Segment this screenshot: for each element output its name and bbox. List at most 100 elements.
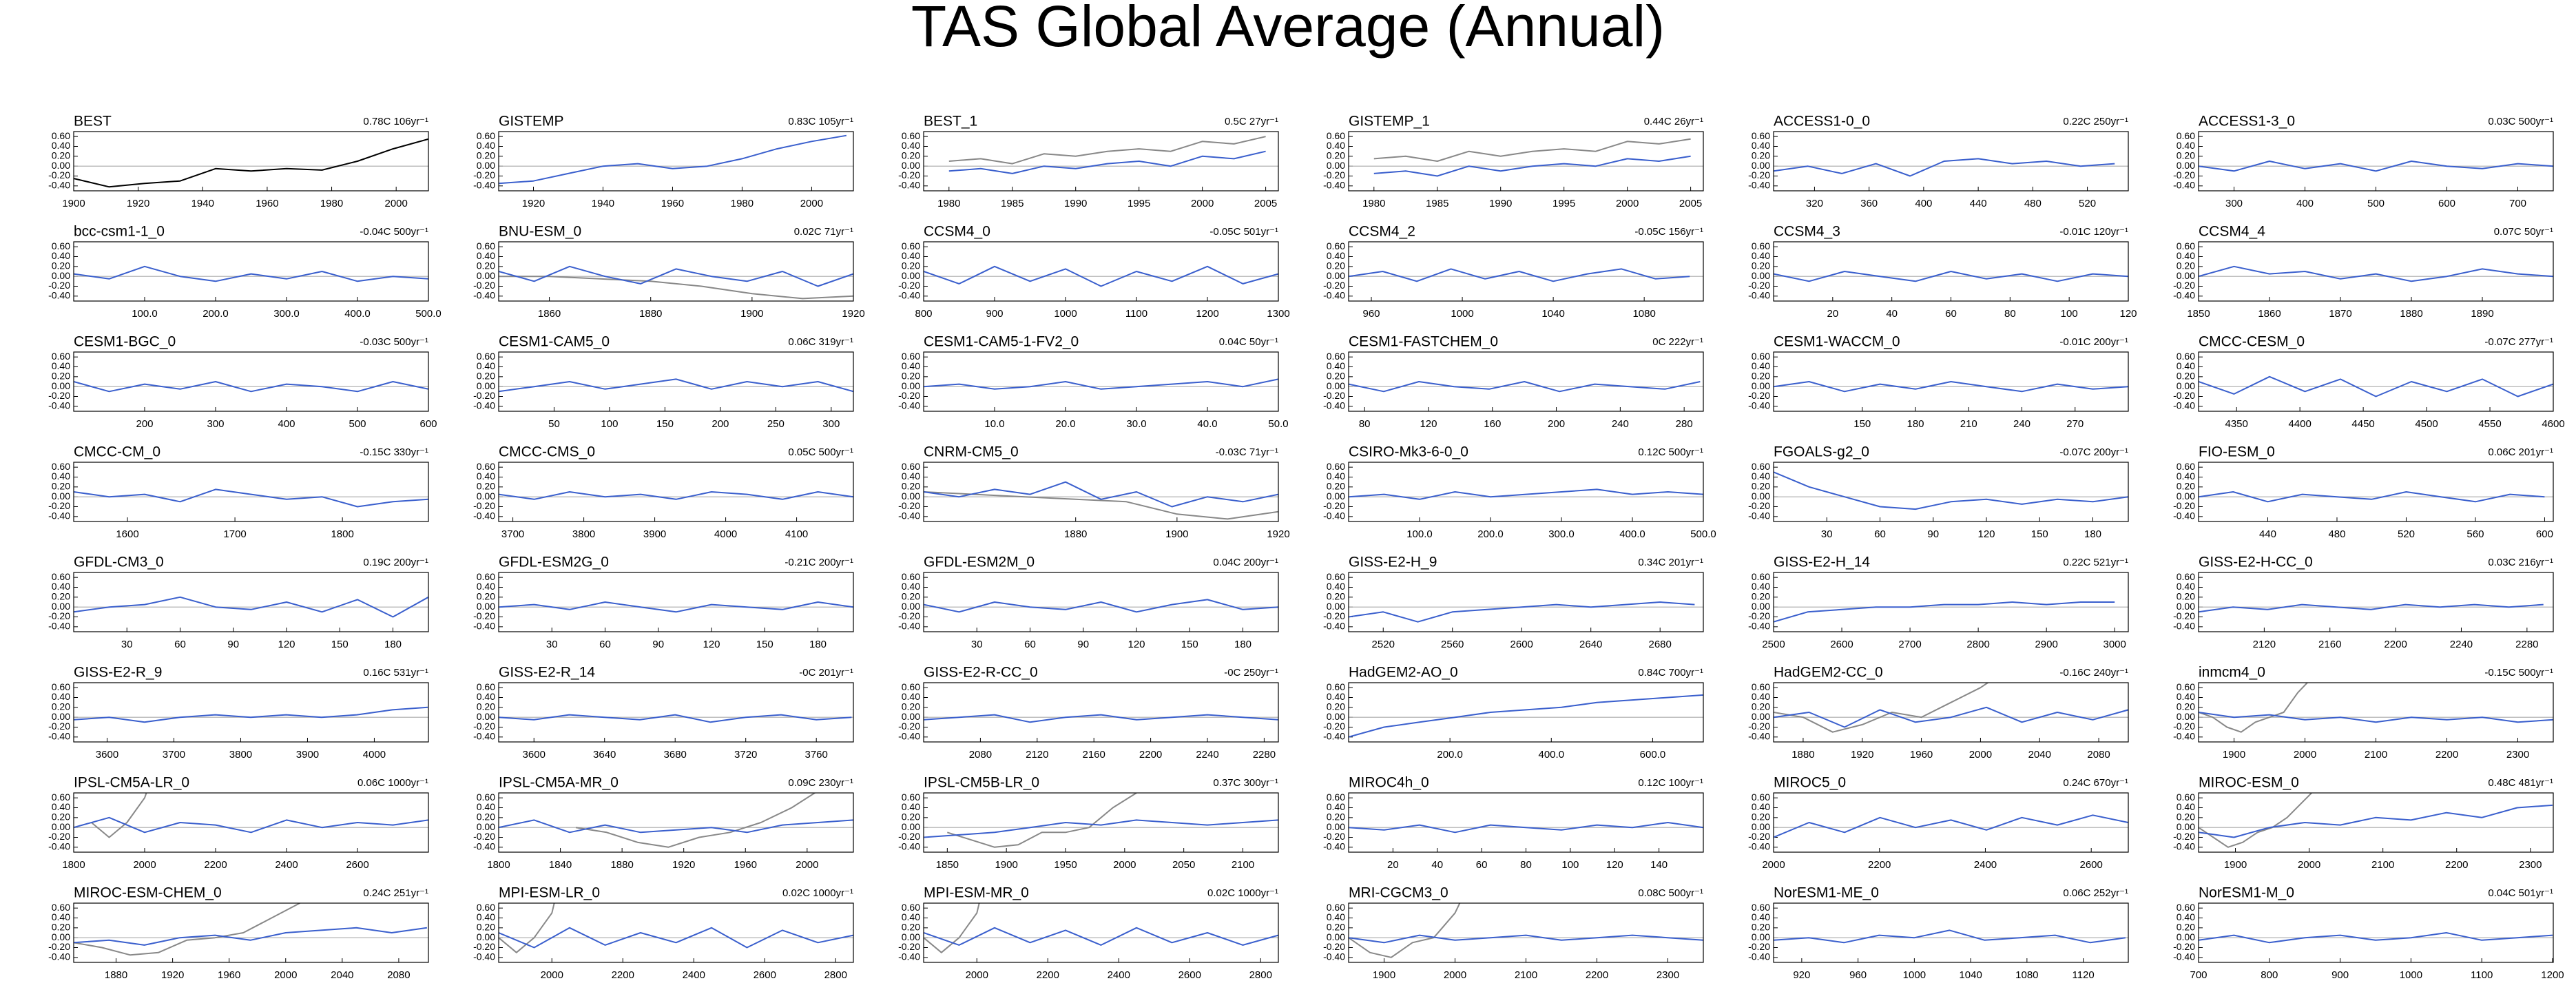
plot-frame — [2198, 462, 2554, 522]
x-tick-label: 2200 — [612, 969, 634, 981]
x-tick-label: 30 — [1821, 528, 1833, 540]
y-tick-label: 0.40 — [477, 250, 495, 261]
panel-title: GFDL-ESM2M_0 — [924, 555, 1035, 570]
x-tick-label: 1000 — [1451, 308, 1473, 320]
y-tick-label: 0.40 — [902, 691, 920, 702]
x-tick-label: 240 — [2013, 418, 2030, 430]
y-tick-label: 0.40 — [1327, 581, 1345, 592]
x-tick-label: 2900 — [2035, 639, 2057, 650]
y-tick-label: 0.20 — [1752, 371, 1770, 382]
x-tick-label: 1880 — [2400, 308, 2422, 320]
y-tick-label: 0.00 — [902, 711, 920, 722]
panel: MPI-ESM-LR_0 0.02C 1000yr⁻¹ 0.600.400.200.… — [473, 885, 854, 981]
series-line — [2199, 793, 2313, 848]
series-line — [74, 903, 300, 956]
series-line — [74, 138, 428, 188]
series-line — [924, 903, 980, 953]
x-tick-label: 1920 — [842, 308, 864, 320]
series-line — [1349, 268, 1690, 282]
plot-frame — [498, 572, 854, 632]
plot-frame — [1348, 792, 1704, 853]
panel-title: bcc-csm1-1_0 — [74, 224, 165, 240]
panel: HadGEM2-AO_0 0.84C 700yr⁻¹ 0.600.400.200.0… — [1323, 665, 1704, 761]
y-tick-label: -0.20 — [898, 169, 920, 180]
plot-frame — [498, 792, 854, 853]
panel: CMCC-CESM_0 -0.07C 277yr⁻¹ 0.600.400.200.0… — [2173, 334, 2565, 430]
x-tick-label: 2300 — [2506, 749, 2529, 761]
y-tick-label: 0.60 — [52, 461, 70, 472]
x-tick-label: 500.0 — [1690, 528, 1716, 540]
y-tick-label: 0.20 — [1327, 812, 1345, 823]
x-tick-label: 90 — [1927, 528, 1939, 540]
x-tick-label: 4000 — [363, 749, 386, 761]
panel-annotation: 0.02C 1000yr⁻¹ — [1207, 887, 1278, 899]
y-tick-label: -0.20 — [1748, 280, 1770, 291]
x-tick-label: 2000 — [1616, 198, 1639, 209]
y-tick-label: -0.40 — [473, 180, 495, 191]
x-tick-label: 2200 — [2445, 859, 2468, 871]
x-tick-label: 400.0 — [1539, 749, 1565, 761]
x-tick-label: 2000 — [1444, 969, 1466, 981]
series-line — [74, 706, 428, 723]
panel-annotation: -0.05C 156yr⁻¹ — [1634, 226, 1703, 238]
x-tick-label: 150 — [331, 639, 349, 650]
y-tick-label: -0.40 — [898, 400, 920, 411]
series-line — [924, 481, 1278, 508]
series-line — [499, 714, 852, 723]
x-tick-label: 2000 — [2298, 859, 2320, 871]
x-tick-label: 80 — [2004, 308, 2016, 320]
y-tick-label: 0.00 — [902, 821, 920, 832]
y-tick-label: 0.40 — [52, 471, 70, 482]
y-tick-label: 0.60 — [902, 240, 920, 251]
x-tick-label: 280 — [1676, 418, 1693, 430]
panel: GISS-E2-R-CC_0 -0C 250yr⁻¹ 0.600.400.200.0… — [898, 665, 1279, 761]
x-tick-label: 40.0 — [1197, 418, 1217, 430]
y-tick-label: -0.20 — [1748, 941, 1770, 952]
y-tick-label: -0.20 — [48, 500, 70, 511]
panel-title: HadGEM2-AO_0 — [1349, 665, 1458, 681]
y-tick-label: 0.60 — [902, 351, 920, 362]
y-tick-label: 0.00 — [902, 270, 920, 281]
x-tick-label: 1900 — [2223, 749, 2245, 761]
y-tick-label: 0.40 — [2177, 691, 2195, 702]
y-tick-label: 0.00 — [1752, 380, 1770, 391]
x-tick-label: 30 — [546, 639, 558, 650]
panel: GISTEMP_1 0.44C 26yr⁻¹0.600.400.200.00-0.… — [1323, 114, 1704, 209]
x-tick-label: 120 — [703, 639, 720, 650]
x-tick-label: 4400 — [2288, 418, 2311, 430]
y-tick-label: -0.20 — [1748, 169, 1770, 180]
panel: GISS-E2-H_9 0.34C 201yr⁻¹ 0.600.400.200.00… — [1323, 555, 1704, 650]
panel-title: CMCC-CM_0 — [74, 444, 160, 460]
x-tick-label: 2080 — [2087, 749, 2110, 761]
x-tick-label: 20.0 — [1055, 418, 1075, 430]
x-tick-label: 2280 — [1253, 749, 1276, 761]
y-tick-label: -0.20 — [1323, 831, 1345, 842]
x-tick-label: 1120 — [2072, 969, 2094, 981]
y-tick-label: -0.40 — [48, 400, 70, 411]
x-tick-label: 2500 — [1762, 639, 1785, 650]
plot-frame — [1773, 792, 2129, 853]
panel-title: BEST — [74, 114, 112, 130]
x-tick-label: 140 — [1650, 859, 1668, 871]
panel: GISTEMP 0.83C 105yr⁻¹ 0.600.400.200.00-0.2… — [473, 114, 854, 209]
series-line — [575, 793, 816, 848]
plot-frame — [498, 351, 854, 412]
panel: ACCESS1-0_0 0.22C 250yr⁻¹ 0.600.400.200.00… — [1748, 114, 2129, 209]
x-tick-label: 1900 — [1165, 528, 1188, 540]
y-tick-label: 0.20 — [2177, 701, 2195, 712]
x-tick-label: 2300 — [2519, 859, 2542, 871]
y-tick-label: 0.40 — [2177, 140, 2195, 151]
y-tick-label: 0.40 — [1327, 911, 1345, 922]
y-tick-label: 0.00 — [1327, 931, 1345, 942]
plot-frame — [73, 351, 429, 412]
panel-annotation: -0.16C 240yr⁻¹ — [2059, 667, 2128, 679]
y-tick-label: 0.00 — [902, 490, 920, 502]
x-tick-label: 3800 — [572, 528, 595, 540]
x-tick-label: 2600 — [1830, 639, 1853, 650]
plot-frame — [73, 462, 429, 522]
x-tick-label: 4500 — [2415, 418, 2438, 430]
panel-title: GFDL-ESM2G_0 — [499, 555, 609, 570]
plot-frame — [498, 682, 854, 743]
panel-annotation: 0.5C 27yr⁻¹ — [1225, 116, 1278, 127]
x-tick-label: 320 — [1806, 198, 1823, 209]
